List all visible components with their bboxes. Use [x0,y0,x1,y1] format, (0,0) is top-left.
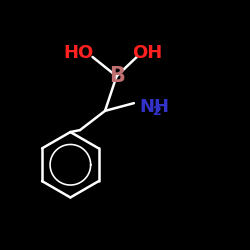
Text: OH: OH [132,44,162,62]
Text: HO: HO [63,44,93,62]
Text: NH: NH [140,98,170,116]
Text: B: B [109,66,124,86]
Text: 2: 2 [153,105,162,118]
